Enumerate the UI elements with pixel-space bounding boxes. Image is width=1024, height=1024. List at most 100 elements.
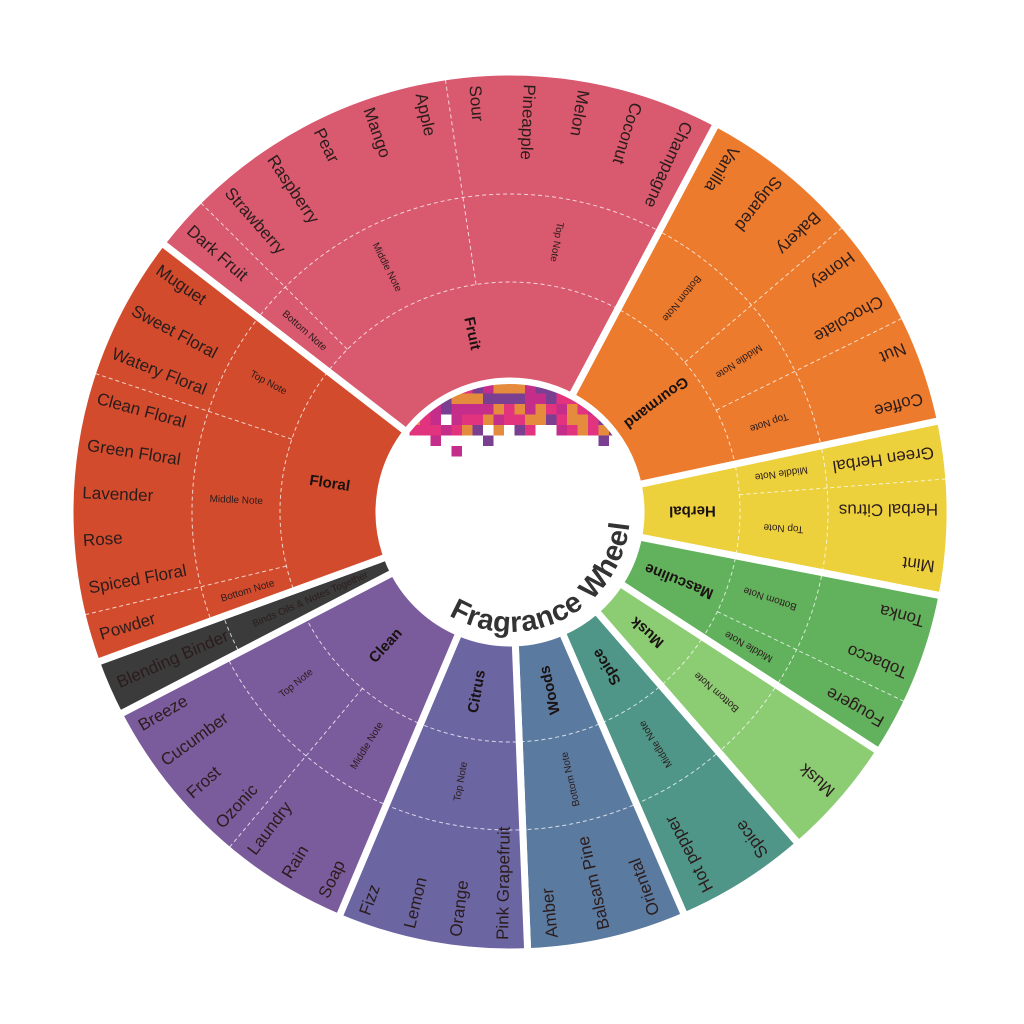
mosaic-pixel bbox=[546, 393, 557, 404]
ring-divider bbox=[720, 687, 776, 751]
mosaic-pixel bbox=[472, 384, 483, 394]
ring-divider bbox=[329, 281, 617, 370]
mosaic-pixel bbox=[567, 425, 578, 436]
ring-divider bbox=[603, 686, 660, 723]
category-label: Floral bbox=[308, 472, 351, 495]
mosaic-pixel bbox=[588, 425, 599, 436]
mosaic-pixel bbox=[514, 414, 525, 425]
mosaic-pixel bbox=[493, 404, 504, 415]
mosaic-pixel bbox=[451, 446, 462, 457]
mosaic-pixel bbox=[493, 384, 504, 394]
mosaic-pixel bbox=[430, 425, 441, 436]
fragrance-item: Rose bbox=[82, 528, 123, 550]
mosaic-pixel bbox=[556, 393, 567, 404]
mosaic-pixel bbox=[546, 414, 557, 425]
fragrance-item: Lavender bbox=[82, 483, 154, 505]
category-label: Herbal bbox=[669, 502, 716, 519]
mosaic-pixel bbox=[483, 393, 494, 404]
mosaic-pixel bbox=[556, 404, 567, 415]
mosaic-pixel bbox=[409, 425, 420, 436]
note-label: Middle Note bbox=[209, 494, 263, 507]
mosaic-pixel bbox=[493, 393, 504, 404]
mosaic-pixel bbox=[504, 384, 515, 394]
mosaic-pixel bbox=[514, 384, 525, 394]
fragrance-item: Mint bbox=[901, 553, 936, 576]
note-label: Top Note bbox=[763, 521, 804, 534]
mosaic-pixel bbox=[567, 414, 578, 425]
fragrance-item: Pink Grapefruit bbox=[493, 826, 514, 940]
mosaic-pixel bbox=[525, 414, 536, 425]
mosaic-pixel bbox=[420, 414, 431, 425]
mosaic-pixel bbox=[451, 404, 462, 415]
mosaic-pixel bbox=[472, 393, 483, 404]
center-circle bbox=[379, 381, 641, 643]
mosaic-pixel bbox=[525, 404, 536, 415]
mosaic-pixel bbox=[577, 425, 588, 436]
mosaic-pixel bbox=[472, 404, 483, 415]
mosaic-pixel bbox=[451, 414, 462, 425]
ring-divider bbox=[279, 372, 327, 589]
ring-divider bbox=[389, 805, 520, 831]
mosaic-pixel bbox=[556, 414, 567, 425]
fragrance-item: Pineapple bbox=[517, 84, 539, 160]
ring-divider bbox=[228, 661, 384, 805]
ring-divider bbox=[619, 309, 735, 462]
mosaic-pixel bbox=[504, 404, 515, 415]
ring-divider bbox=[639, 753, 717, 803]
category-label: Fruit bbox=[460, 315, 484, 351]
mosaic-pixel bbox=[588, 414, 599, 425]
mosaic-pixel bbox=[462, 425, 473, 436]
ring-divider bbox=[778, 575, 822, 683]
mosaic-pixel bbox=[535, 404, 546, 415]
mosaic-pixel bbox=[430, 414, 441, 425]
mosaic-pixel bbox=[525, 393, 536, 404]
ring-divider bbox=[422, 724, 517, 743]
mosaic-pixel bbox=[556, 425, 567, 436]
mosaic-pixel bbox=[451, 425, 462, 436]
mosaic-pixel bbox=[525, 384, 536, 394]
mosaic-pixel bbox=[525, 425, 536, 436]
ring-divider bbox=[224, 619, 239, 650]
mosaic-pixel bbox=[514, 404, 525, 415]
mosaic-pixel bbox=[493, 425, 504, 436]
mosaic-pixel bbox=[535, 393, 546, 404]
mosaic-pixel bbox=[483, 404, 494, 415]
ring-divider bbox=[191, 319, 257, 618]
mosaic-pixel bbox=[514, 393, 525, 404]
mosaic-pixel bbox=[420, 425, 431, 436]
mosaic-pixel bbox=[577, 404, 588, 415]
mosaic-pixel bbox=[430, 404, 441, 415]
mosaic-pixel bbox=[441, 425, 452, 436]
ring-divider bbox=[662, 639, 702, 685]
mosaic-pixel bbox=[462, 393, 473, 404]
mosaic-pixel bbox=[472, 425, 483, 436]
mosaic-pixel bbox=[483, 435, 494, 446]
mosaic-pixel bbox=[598, 425, 609, 436]
mosaic-pixel bbox=[472, 414, 483, 425]
ring-divider bbox=[260, 193, 657, 316]
fragrance-item: Sour bbox=[465, 85, 487, 123]
mosaic-pixel bbox=[535, 384, 546, 394]
fragrance-item: Herbal Citrus bbox=[839, 500, 938, 520]
ring-divider bbox=[703, 558, 736, 636]
mosaic-pixel bbox=[493, 414, 504, 425]
mosaic-pixel bbox=[598, 435, 609, 446]
mosaic-pixel bbox=[504, 393, 515, 404]
mosaic-pixel bbox=[504, 414, 515, 425]
mosaic-pixel bbox=[483, 384, 494, 394]
mosaic-pixel bbox=[451, 393, 462, 404]
mosaic-pixel bbox=[546, 404, 557, 415]
mosaic-pixel bbox=[441, 404, 452, 415]
mosaic-pixel bbox=[535, 414, 546, 425]
mosaic-pixel bbox=[462, 404, 473, 415]
ring-divider bbox=[734, 466, 741, 554]
mosaic-pixel bbox=[483, 414, 494, 425]
ring-divider bbox=[661, 232, 821, 443]
